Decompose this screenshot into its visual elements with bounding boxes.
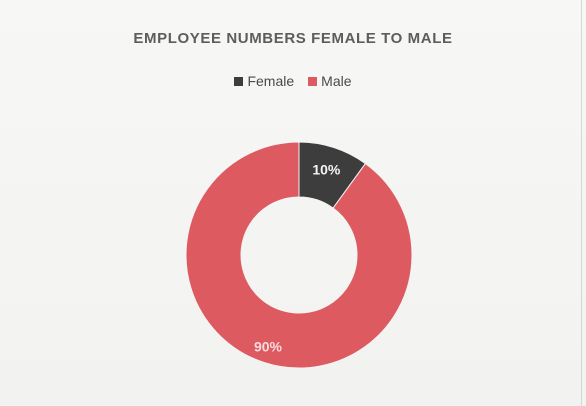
data-label-female: 10% (312, 162, 341, 178)
slice-male (186, 142, 412, 368)
data-label-male: 90% (254, 339, 283, 355)
